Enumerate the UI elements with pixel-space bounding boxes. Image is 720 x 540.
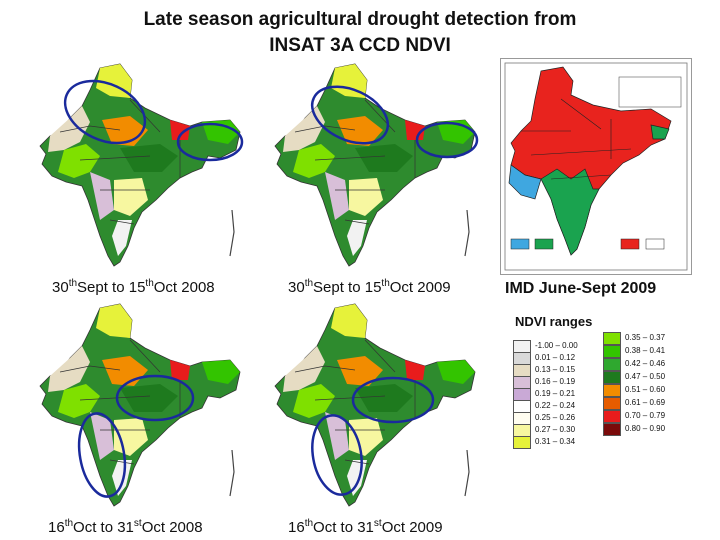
legend-title: NDVI ranges <box>515 314 593 329</box>
caption-text: Oct to 31 <box>313 519 374 536</box>
imd-rainfall-map <box>504 62 688 271</box>
legend-range: 0.16 – 0.19 <box>535 377 576 386</box>
caption-superscript: st <box>133 518 142 529</box>
normal-rainfall-region <box>650 124 670 140</box>
legend-range: 0.51 – 0.60 <box>625 385 666 394</box>
imd-legend-swatch <box>645 238 665 250</box>
caption-text: 16 <box>288 519 305 536</box>
map-caption-4: 16thOct to 31stOct 2009 <box>288 518 443 536</box>
legend-range: 0.80 – 0.90 <box>625 424 666 433</box>
legend-swatch <box>603 410 621 423</box>
caption-text: Sept to 15 <box>77 279 146 296</box>
legend-range: 0.42 – 0.46 <box>625 359 666 368</box>
subdivision-boundaries <box>521 98 632 180</box>
caption-superscript: st <box>373 518 382 529</box>
caption-superscript: th <box>381 278 390 289</box>
slide-title-line1: Late season agricultural drought detecti… <box>143 9 577 30</box>
ndvi-map-1 <box>39 63 244 267</box>
imd-legend-swatch <box>620 238 640 250</box>
caption-superscript: th <box>68 278 78 289</box>
drought-highlight-ellipse <box>311 414 363 496</box>
caption-text: 30 <box>288 279 305 296</box>
ndvi-map-3 <box>39 303 241 507</box>
excess-rainfall-region <box>508 164 542 200</box>
legend-range: 0.35 – 0.37 <box>625 333 666 342</box>
legend-range: 0.01 – 0.12 <box>535 353 576 362</box>
caption-superscript: th <box>304 278 314 289</box>
legend-swatch <box>603 423 621 436</box>
legend-swatch <box>603 345 621 358</box>
legend-swatch <box>603 384 621 397</box>
slide-title-line2: INSAT 3A CCD NDVI <box>269 35 451 56</box>
ndvi-map-panel-4 <box>265 300 480 515</box>
map-caption-1: 30thSept to 15thOct 2008 <box>52 278 215 296</box>
imd-legend-swatch <box>510 238 530 250</box>
drought-highlight-ellipse <box>351 376 435 424</box>
legend-range: -1.00 – 0.00 <box>535 341 578 350</box>
caption-superscript: th <box>304 518 314 529</box>
legend-swatch <box>603 397 621 410</box>
ndvi-map-panel-2 <box>265 60 480 275</box>
ndvi-map-panel-1 <box>30 60 245 275</box>
caption-text: Oct 2008 <box>153 279 215 296</box>
caption-text: 30 <box>52 279 69 296</box>
legend-range: 0.19 – 0.21 <box>535 389 576 398</box>
map-caption-3: 16thOct to 31stOct 2008 <box>48 518 203 536</box>
drought-highlight-ellipse <box>176 122 244 162</box>
legend-swatch <box>513 436 531 449</box>
legend-range: 0.25 – 0.26 <box>535 413 576 422</box>
drought-highlight-ellipse <box>77 412 127 498</box>
map-inset-box <box>618 76 682 108</box>
caption-text: 16 <box>48 519 65 536</box>
drought-highlight-ellipse <box>415 121 479 159</box>
ndvi-map-panel-3 <box>30 300 245 515</box>
legend-range: 0.38 – 0.41 <box>625 346 666 355</box>
caption-superscript: th <box>145 278 154 289</box>
caption-superscript: th <box>64 518 74 529</box>
caption-text: Sept to 15 <box>313 279 382 296</box>
imd-map-caption: IMD June-Sept 2009 <box>505 280 657 297</box>
legend-range: 0.13 – 0.15 <box>535 365 576 374</box>
caption-text: Oct 2009 <box>389 279 451 296</box>
imd-legend-swatch <box>534 238 554 250</box>
ndvi-map-2 <box>274 63 479 267</box>
caption-text: Oct 2009 <box>381 519 443 536</box>
legend-range: 0.27 – 0.30 <box>535 425 576 434</box>
drought-highlight-ellipse <box>310 85 390 145</box>
legend-swatch <box>603 371 621 384</box>
legend-range: 0.61 – 0.69 <box>625 398 666 407</box>
legend-range: 0.31 – 0.34 <box>535 437 576 446</box>
drought-highlight-ellipse <box>115 374 195 422</box>
caption-text: Oct to 31 <box>73 519 134 536</box>
caption-text: Oct 2008 <box>141 519 203 536</box>
legend-range: 0.22 – 0.24 <box>535 401 576 410</box>
legend-swatch <box>603 332 621 345</box>
legend-range: 0.47 – 0.50 <box>625 372 666 381</box>
legend-range: 0.70 – 0.79 <box>625 411 666 420</box>
map-caption-2: 30thSept to 15thOct 2009 <box>288 278 451 296</box>
ndvi-map-4 <box>274 303 476 507</box>
drought-highlight-ellipse <box>63 79 147 145</box>
legend-swatch <box>603 358 621 371</box>
imd-map-panel <box>500 58 692 275</box>
